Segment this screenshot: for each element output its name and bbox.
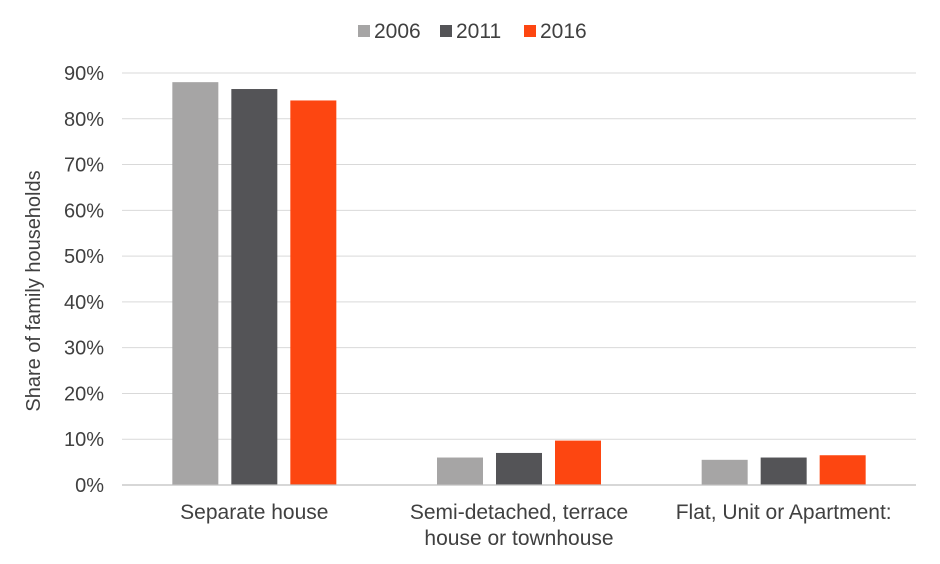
bar-2011-1: [496, 452, 542, 485]
legend-label-2016: 2016: [540, 20, 587, 43]
y-tick-label: 80%: [64, 109, 104, 131]
bar-2006-2: [701, 459, 748, 485]
x-category-label: Flat, Unit or Apartment:: [676, 501, 892, 524]
legend-label-2006: 2006: [374, 20, 421, 43]
x-axis-categories: Separate house Semi-detached, terrace hous…: [180, 501, 891, 550]
y-tick-label: 40%: [64, 292, 104, 314]
x-category-label: house or townhouse: [424, 527, 613, 550]
legend: 2006 2011 2016: [358, 20, 587, 43]
legend-swatch-2011: [440, 25, 452, 37]
y-tick-label: 30%: [64, 338, 104, 360]
bar-2011-0: [231, 89, 278, 486]
y-tick-label: 70%: [64, 155, 104, 177]
y-tick-label: 20%: [64, 383, 104, 405]
bar-2016-1: [555, 440, 601, 485]
bar-2006-1: [437, 457, 483, 485]
y-tick-label: 90%: [64, 63, 104, 85]
y-tick-label: 50%: [64, 246, 104, 268]
bars: [172, 82, 866, 486]
y-tick-label: 10%: [64, 429, 104, 451]
x-category-label: Semi-detached, terrace: [410, 501, 628, 524]
y-tick-label: 0%: [75, 475, 104, 497]
bar-2016-0: [290, 100, 337, 485]
bar-2016-2: [819, 455, 866, 485]
bar-2006-0: [172, 82, 219, 486]
y-axis-ticks: 0% 10% 20% 30% 40% 50% 60% 70% 80% 90%: [64, 63, 104, 497]
y-tick-label: 60%: [64, 200, 104, 222]
bar-2011-2: [760, 457, 807, 485]
legend-label-2011: 2011: [456, 20, 501, 43]
x-category-label: Separate house: [180, 501, 328, 524]
y-axis-label: Share of family households: [23, 170, 45, 411]
legend-swatch-2016: [524, 25, 536, 37]
legend-swatch-2006: [358, 25, 370, 37]
